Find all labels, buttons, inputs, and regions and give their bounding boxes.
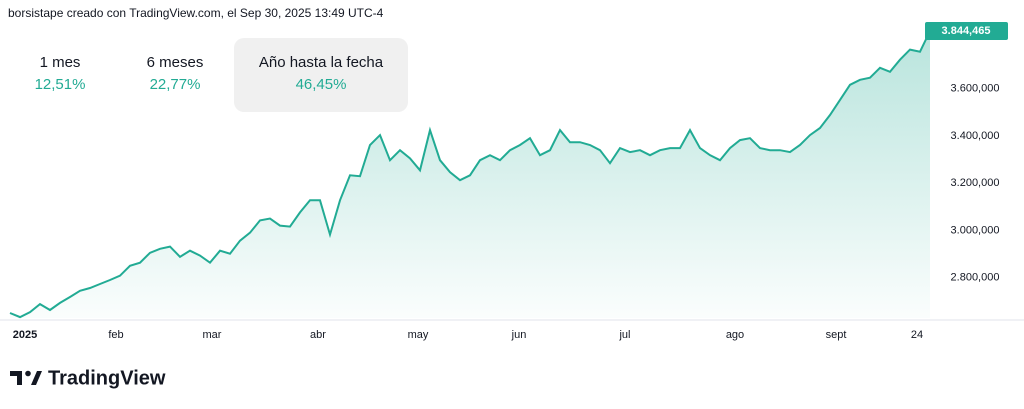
stat-change: 22,77% (149, 76, 201, 93)
x-tick-label: 2025 (13, 329, 37, 341)
x-tick-label: 24 (911, 329, 923, 341)
y-tick-label: 3.600,000 (951, 83, 1000, 95)
x-tick-label: may (408, 329, 429, 341)
stat[interactable]: 1 mes 12,51% (20, 54, 100, 93)
x-tick-label: feb (108, 329, 123, 341)
stat-period: Año hasta la fecha (258, 54, 384, 71)
x-tick-label: abr (310, 329, 326, 341)
header: borsistape creado con TradingView.com, e… (8, 6, 384, 20)
x-tick-label: sept (826, 329, 847, 341)
x-tick-label: jun (511, 329, 527, 341)
x-tick-label: ago (726, 329, 744, 341)
area-fill (10, 31, 930, 318)
stat[interactable]: Año hasta la fecha 46,45% (234, 54, 408, 93)
stat[interactable]: 6 meses 22,77% (130, 54, 220, 93)
x-tick-label: mar (203, 329, 222, 341)
y-tick-label: 2.800,000 (951, 272, 1000, 284)
selected-period-bg (234, 38, 408, 112)
y-tick-label: 3.200,000 (951, 177, 1000, 189)
stat-change: 12,51% (34, 76, 86, 93)
logo-text: TradingView (48, 367, 166, 389)
y-tick-label: 3.400,000 (951, 130, 1000, 142)
stat-period: 6 meses (146, 54, 204, 71)
x-tick-label: jul (618, 329, 630, 341)
price-label-bg (925, 22, 1008, 41)
stat-period: 1 mes (39, 54, 81, 71)
stat-change: 46,45% (295, 76, 347, 93)
price-label: 3.844,465 (942, 25, 991, 37)
price-line (9, 30, 931, 319)
logo (10, 370, 42, 385)
y-tick-label: 3.000,000 (951, 224, 1000, 236)
